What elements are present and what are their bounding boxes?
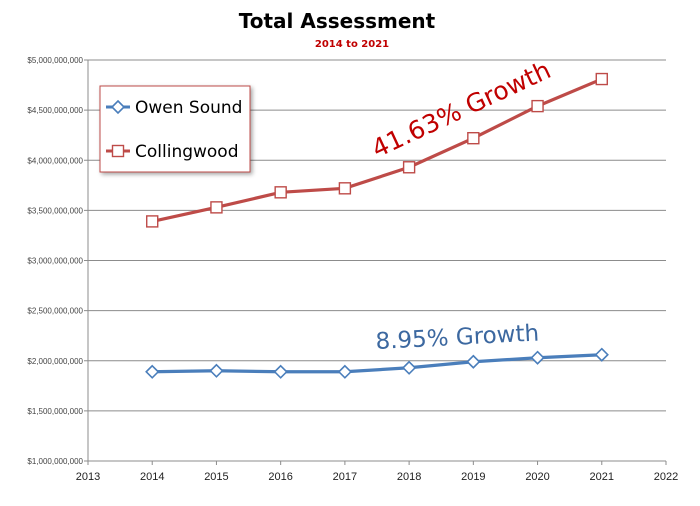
data-point-owen-sound	[337, 364, 353, 379]
y-tick-label: $1,500,000,000	[27, 407, 83, 416]
data-point-owen-sound	[145, 364, 160, 379]
data-point-collingwood	[402, 161, 416, 174]
series-line-owen-sound	[152, 353, 602, 374]
x-tick-label: 2016	[268, 471, 292, 483]
x-tick-label: 2015	[204, 471, 228, 483]
data-point-collingwood	[274, 186, 287, 199]
data-point-collingwood	[531, 99, 544, 113]
y-tick-label: $3,500,000,000	[27, 206, 83, 215]
x-tick-label: 2021	[590, 471, 614, 483]
x-tick-label: 2019	[461, 471, 485, 483]
legend-label-collingwood: Collingwood	[135, 142, 239, 162]
series-line-collingwood	[151, 77, 603, 223]
y-tick-label: $1,000,000,000	[27, 457, 83, 466]
legend: Owen Sound Collingwood	[99, 85, 251, 173]
data-point-collingwood	[595, 72, 608, 86]
chart-subtitle: 2014 to 2021	[315, 39, 389, 50]
y-tick-label: $4,000,000,000	[27, 156, 83, 165]
data-point-collingwood	[338, 182, 352, 195]
x-tick-label: 2014	[140, 471, 164, 483]
y-tick-label: $2,000,000,000	[27, 357, 83, 366]
data-point-owen-sound	[401, 360, 417, 375]
y-tick-label: $5,000,000,000	[27, 56, 83, 65]
data-point-collingwood	[467, 131, 480, 145]
y-tick-label: $4,500,000,000	[27, 106, 83, 115]
y-tick-label: $3,000,000,000	[27, 257, 83, 266]
legend-label-owen-sound: Owen Sound	[135, 98, 242, 118]
annotation-collingwood-growth: 41.63% Growth	[367, 55, 555, 163]
data-point-owen-sound	[594, 347, 609, 362]
data-point-collingwood	[146, 215, 159, 228]
data-point-owen-sound	[273, 364, 288, 379]
legend-marker-owen-sound	[110, 99, 126, 115]
y-tick-label: $2,500,000,000	[27, 307, 83, 316]
x-tick-label: 2018	[397, 471, 421, 483]
chart-title: Total Assessment	[239, 9, 436, 33]
data-point-owen-sound	[209, 363, 224, 378]
x-tick-label: 2020	[525, 471, 549, 483]
data-point-collingwood	[210, 201, 223, 214]
data-point-owen-sound	[466, 354, 481, 369]
data-point-owen-sound	[530, 350, 545, 365]
x-tick-label: 2017	[333, 471, 357, 483]
x-tick-label: 2022	[654, 471, 678, 483]
annotation-owen-sound-growth: 8.95% Growth	[375, 320, 540, 355]
x-tick-label: 2013	[76, 471, 100, 483]
legend-marker-collingwood	[111, 144, 125, 158]
